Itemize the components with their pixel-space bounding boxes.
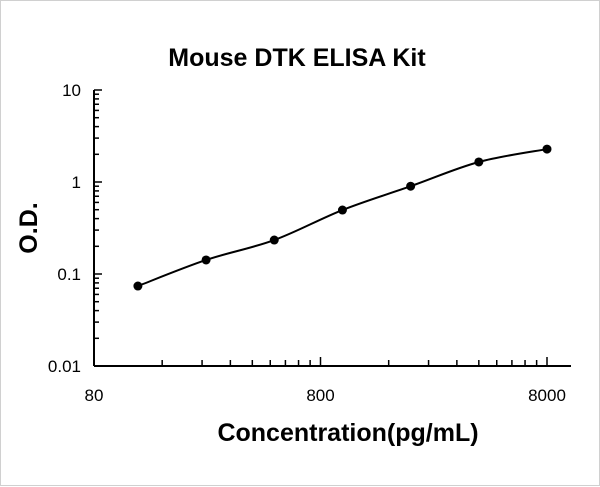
- data-point: [201, 255, 211, 265]
- x-axis-label: Concentration(pg/mL): [217, 419, 478, 447]
- data-point: [337, 205, 347, 215]
- data-point: [542, 144, 552, 154]
- y-tick-label: 0.01: [48, 357, 81, 376]
- x-tick-label: 8000: [528, 386, 566, 405]
- data-point: [474, 157, 484, 167]
- y-axis-label: O.D.: [15, 202, 43, 253]
- x-tick-label: 800: [306, 386, 334, 405]
- x-tick-label: 80: [85, 386, 104, 405]
- y-tick-label: 10: [62, 81, 81, 100]
- data-point: [269, 235, 279, 245]
- chart-title: Mouse DTK ELISA Kit: [168, 44, 426, 72]
- y-tick-label: 1: [72, 173, 81, 192]
- fit-curve: [137, 148, 548, 287]
- data-point: [133, 281, 143, 291]
- y-tick-label: 0.1: [57, 265, 81, 284]
- data-point: [406, 181, 416, 191]
